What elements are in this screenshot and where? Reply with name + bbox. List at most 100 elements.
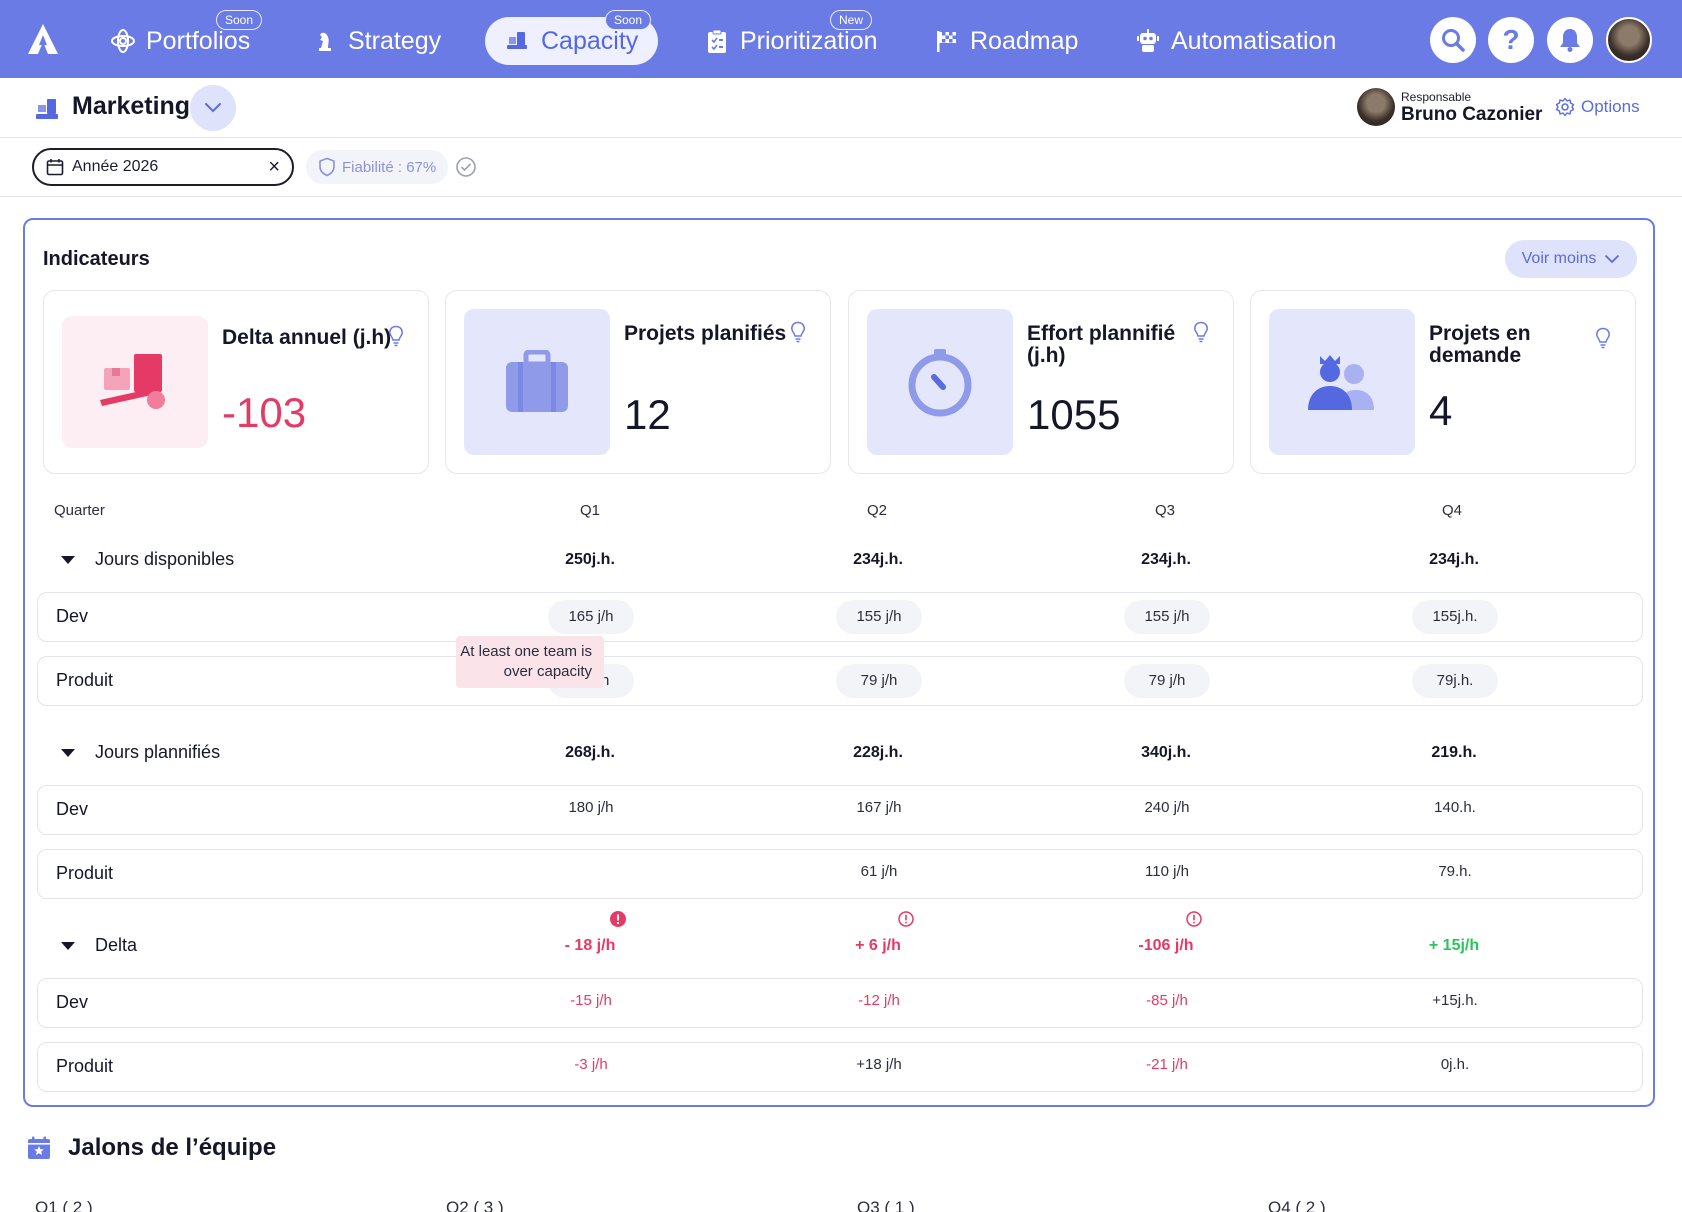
group-row-delta[interactable]: Delta - 18 j/h + 6 j/h -106 j/h + 15j/h [37, 920, 1643, 974]
team-icon [1308, 355, 1374, 410]
nav-item-strategy[interactable]: Strategy [312, 17, 441, 65]
team-name: Marketing [72, 92, 191, 120]
warning-icon[interactable] [898, 911, 914, 927]
search-icon [1442, 29, 1465, 52]
responsable-name: Bruno Cazonier [1401, 104, 1543, 125]
nav-label: Strategy [348, 26, 442, 55]
lightbulb-icon[interactable] [388, 325, 404, 347]
responsable-label: Responsable [1401, 90, 1472, 104]
group-label: Jours plannifiés [61, 742, 220, 763]
group-total: 234j.h. [853, 551, 903, 568]
milestone-tab-q2[interactable]: Q2 ( 3 ) [446, 1198, 504, 1212]
robot-icon [1135, 28, 1161, 54]
capacity-icon [100, 354, 165, 409]
group-total: 268j.h. [565, 744, 615, 761]
options-label: Options [1581, 97, 1640, 116]
user-avatar[interactable] [1606, 17, 1652, 63]
quarter-column-header: Quarter [54, 502, 105, 519]
strategy-icon [312, 28, 338, 54]
check-circle-icon[interactable] [455, 156, 477, 178]
milestone-tab-q4[interactable]: Q4 ( 2 ) [1268, 1198, 1326, 1212]
briefcase-icon [506, 350, 568, 412]
cell-value: 61 j/h [860, 863, 898, 880]
search-button[interactable] [1430, 17, 1476, 63]
row-label: Dev [56, 606, 89, 626]
over-capacity-tooltip: At least one team is over capacity [456, 636, 604, 688]
warning-icon[interactable] [1186, 911, 1202, 927]
group-title: Jours plannifiés [95, 742, 221, 762]
milestone-tab-q1[interactable]: Q1 ( 2 ) [35, 1198, 93, 1212]
shield-icon [319, 157, 335, 177]
close-icon[interactable]: × [268, 156, 280, 178]
cell-value: -85 j/h [1146, 992, 1188, 1009]
new-badge: New [830, 10, 873, 30]
lightbulb-icon[interactable] [790, 321, 806, 343]
table-row-dev: Dev 180 j/h 167 j/h 240 j/h 140.h. [37, 785, 1643, 835]
chevron-down-icon [205, 103, 221, 113]
kpi-value: 4 [1429, 387, 1453, 434]
cell-value: -12 j/h [858, 992, 900, 1009]
kpi-card-effort-planifie: Effort plannifié (j.h) 1055 [848, 290, 1234, 474]
cell-value: 167 j/h [856, 799, 902, 816]
kpi-label: Projets planifiés [624, 322, 787, 345]
kpi-icon-box [1269, 309, 1415, 455]
capacity-icon [505, 28, 531, 54]
group-total: 340j.h. [1141, 744, 1191, 761]
chevron-down-icon [1605, 254, 1620, 264]
cell-value: 79.h. [1438, 863, 1472, 880]
value-pill: 155j.h. [1412, 600, 1498, 634]
caret-down-icon [61, 555, 75, 564]
nav-label: Roadmap [970, 26, 1079, 55]
row-label: Produit [56, 1056, 114, 1076]
kpi-card-projets-en-demande: Projets en demande 4 [1250, 290, 1636, 474]
cell-value: 180 j/h [568, 799, 614, 816]
group-row-jours-plannifies[interactable]: Jours plannifiés 268j.h. 228j.h. 340j.h.… [37, 727, 1643, 781]
app-logo-icon[interactable] [26, 22, 60, 56]
value-pill: 155 j/h [1124, 600, 1210, 634]
nav-label: Portfolios [146, 26, 251, 55]
nav-item-automatisation[interactable]: Automatisation [1135, 17, 1336, 65]
team-selector-button[interactable] [190, 85, 236, 131]
value-pill: 79 j/h [836, 664, 922, 698]
group-label: Jours disponibles [61, 549, 234, 570]
row-label: Dev [56, 992, 89, 1012]
kpi-value: 12 [624, 391, 671, 438]
lightbulb-icon[interactable] [1193, 321, 1209, 343]
lightbulb-icon[interactable] [1595, 327, 1611, 349]
options-button[interactable]: Options [1555, 97, 1640, 117]
milestone-tab-q3[interactable]: Q3 ( 1 ) [857, 1198, 915, 1212]
nav-item-capacity[interactable]: Capacity Soon [485, 10, 659, 65]
group-total: -106 j/h [1138, 937, 1194, 954]
nav-item-portfolios[interactable]: Portfolios Soon [110, 10, 263, 65]
voir-moins-button[interactable]: Voir moins [1505, 240, 1637, 278]
nav-item-roadmap[interactable]: Roadmap [934, 17, 1078, 65]
cell-value: 240 j/h [1144, 799, 1190, 816]
quarter-header: Q1 [580, 502, 601, 519]
group-total: 219.h. [1431, 744, 1477, 761]
year-filter-chip[interactable]: Année 2026 × [32, 148, 294, 186]
cell-value: 110 j/h [1145, 863, 1189, 880]
kpi-card-delta-annuel: Delta annuel (j.h) -103 [43, 290, 429, 474]
milestones-title: Jalons de l’équipe [68, 1134, 277, 1161]
group-row-jours-disponibles[interactable]: Jours disponibles 250j.h. 234j.h. 234j.h… [37, 534, 1643, 588]
nav-label: Prioritization [740, 26, 878, 55]
warning-icon[interactable] [610, 911, 626, 927]
cell-value: +18 j/h [856, 1056, 902, 1073]
voir-moins-label: Voir moins [1521, 250, 1597, 267]
soon-badge: Soon [216, 10, 263, 30]
flag-icon [934, 28, 960, 54]
fiabilite-label: Fiabilité : 67% [342, 158, 437, 176]
nav-item-prioritization[interactable]: Prioritization New [704, 10, 878, 65]
kpi-icon-box [464, 309, 610, 455]
notifications-button[interactable] [1547, 17, 1593, 63]
cell-value: -3 j/h [574, 1056, 608, 1073]
quarter-header: Q4 [1442, 502, 1463, 519]
cell-value: 0j.h. [1440, 1056, 1470, 1073]
group-total: 250j.h. [565, 551, 615, 568]
help-button[interactable]: ? [1488, 17, 1534, 63]
group-title: Delta [95, 935, 138, 955]
row-label: Produit [56, 863, 114, 883]
quarter-header: Q3 [1155, 502, 1176, 519]
gear-icon [1555, 97, 1575, 117]
soon-badge: Soon [605, 10, 652, 30]
